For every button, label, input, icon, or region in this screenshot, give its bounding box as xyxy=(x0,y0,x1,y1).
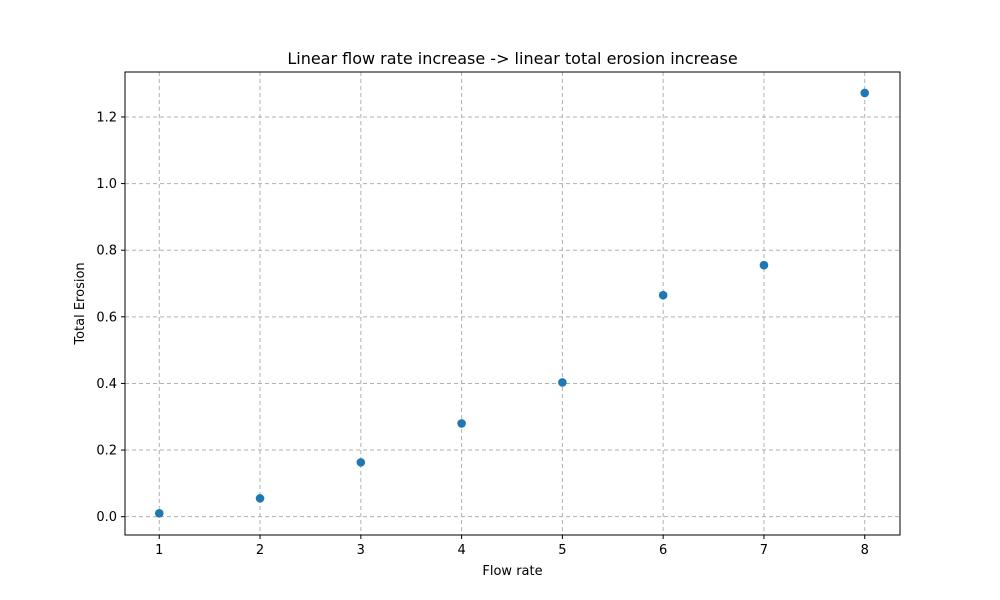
scatter-point xyxy=(255,494,265,503)
x-tick-label: 1 xyxy=(155,543,163,558)
y-tick-label: 0.2 xyxy=(96,444,117,459)
x-axis-label: Flow rate xyxy=(482,564,542,579)
y-tick-label: 1.2 xyxy=(96,110,117,125)
x-tick-label: 6 xyxy=(659,543,667,558)
x-tick-label: 7 xyxy=(760,543,768,558)
x-tick-label: 4 xyxy=(457,543,465,558)
y-axis-label: Total Erosion xyxy=(73,262,88,345)
y-axis-ticks: 0.0 0.2 0.4 0.6 0.8 1.0 1.2 xyxy=(96,110,125,525)
scatter-point xyxy=(860,88,870,98)
y-tick-label: 0.4 xyxy=(96,377,117,392)
y-tick-label: 0.8 xyxy=(96,244,117,259)
x-tick-label: 3 xyxy=(357,543,365,558)
scatter-point xyxy=(658,290,668,300)
scatter-point xyxy=(558,378,567,387)
chart-title: Linear flow rate increase -> linear tota… xyxy=(287,49,737,68)
scatter-point xyxy=(356,458,366,467)
data-points xyxy=(154,88,870,518)
x-axis-ticks: 1 2 3 4 5 6 7 8 xyxy=(155,535,869,558)
x-tick-label: 5 xyxy=(558,543,566,558)
y-tick-label: 0.6 xyxy=(96,310,117,325)
plot-area-frame xyxy=(124,71,901,536)
scatter-point xyxy=(154,509,164,518)
y-tick-label: 1.0 xyxy=(96,177,117,192)
scatter-point xyxy=(457,419,466,428)
grid-lines xyxy=(125,72,900,535)
scatter-point xyxy=(759,260,769,270)
x-tick-label: 2 xyxy=(256,543,264,558)
y-tick-label: 0.0 xyxy=(96,510,117,525)
x-tick-label: 8 xyxy=(861,543,869,558)
